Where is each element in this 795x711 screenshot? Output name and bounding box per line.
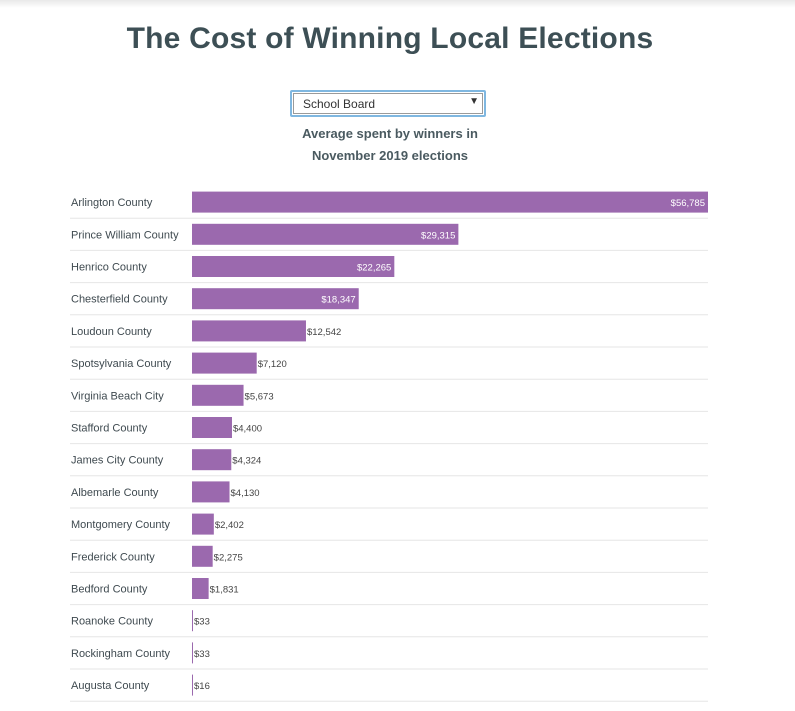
bar-value-label: $2,402 [215, 520, 244, 531]
bar-value-label: $4,130 [231, 488, 260, 499]
category-label: Virginia Beach City [71, 390, 164, 402]
page-title: The Cost of Winning Local Elections [126, 22, 654, 55]
bar[interactable] [192, 545, 213, 567]
category-label: Bedford County [71, 584, 148, 596]
bar-value-label: $2,275 [214, 552, 243, 563]
category-label: Henrico County [71, 262, 147, 274]
bar[interactable] [192, 578, 209, 599]
category-label: Roanoke County [71, 616, 153, 628]
category-label: Prince William County [71, 229, 179, 241]
category-label: Arlington County [71, 197, 153, 209]
bar-value-label: $4,324 [232, 456, 261, 467]
bar[interactable] [192, 320, 306, 342]
category-label: Loudoun County [71, 326, 152, 338]
office-select[interactable]: School Board ▼ [290, 90, 486, 117]
bar-value-label: $33 [194, 649, 210, 660]
category-label: Montgomery County [71, 519, 171, 531]
category-label: Stafford County [71, 423, 148, 435]
office-select-value: School Board [303, 97, 376, 111]
bar[interactable] [192, 610, 193, 632]
category-label: Spotsylvania County [71, 358, 172, 370]
bar-value-label: $22,265 [357, 263, 391, 274]
bar-value-label: $33 [194, 617, 210, 628]
bar[interactable] [192, 191, 708, 213]
bar-value-label: $5,673 [245, 391, 274, 402]
bar-value-label: $29,315 [421, 230, 455, 241]
bar-value-label: $1,831 [210, 585, 239, 596]
bar[interactable] [192, 481, 230, 503]
bar[interactable] [192, 417, 232, 438]
bar[interactable] [192, 352, 257, 374]
bar[interactable] [192, 384, 244, 406]
category-label: Augusta County [71, 680, 150, 692]
bar[interactable] [192, 449, 232, 471]
top-shadow [0, 0, 795, 8]
bar-value-label: $4,400 [233, 424, 262, 435]
category-label: Albemarle County [71, 487, 159, 499]
bar-value-label: $56,785 [671, 198, 705, 209]
bar-value-label: $7,120 [258, 359, 287, 370]
category-label: James City County [71, 455, 164, 467]
office-select-inner[interactable] [293, 93, 483, 114]
bar-value-label: $18,347 [321, 295, 355, 306]
category-label: Rockingham County [71, 648, 171, 660]
bar[interactable] [192, 642, 193, 664]
category-label: Chesterfield County [71, 294, 168, 306]
chart-subtitle-line2: November 2019 elections [311, 148, 469, 163]
bar[interactable] [192, 288, 359, 310]
chart-subtitle-line1: Average spent by winners in [302, 126, 478, 141]
bar[interactable] [192, 513, 214, 535]
chevron-down-icon[interactable]: ▼ [469, 96, 479, 107]
bar[interactable] [192, 223, 459, 245]
category-label: Frederick County [71, 551, 155, 563]
bar-value-label: $16 [194, 681, 210, 692]
bar[interactable] [192, 674, 193, 696]
bar-value-label: $12,542 [307, 327, 341, 338]
bar[interactable] [192, 256, 395, 277]
